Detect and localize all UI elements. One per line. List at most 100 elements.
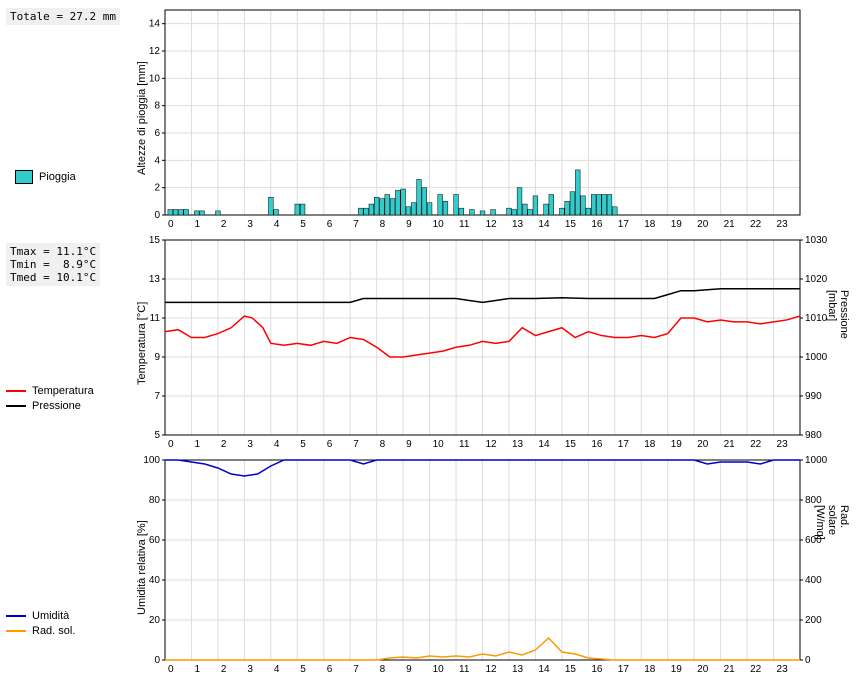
svg-text:12: 12 [486,439,498,450]
svg-text:7: 7 [353,439,359,450]
chart3-ylabel-left: Umidità relativa [%] [136,520,148,615]
svg-text:16: 16 [591,664,603,675]
svg-text:22: 22 [750,439,762,450]
svg-text:2: 2 [221,664,227,675]
svg-text:15: 15 [149,235,161,246]
svg-text:11: 11 [459,219,470,230]
svg-text:0: 0 [154,210,160,221]
svg-text:19: 19 [671,439,683,450]
svg-text:7: 7 [353,219,359,230]
svg-text:18: 18 [644,664,656,675]
svg-text:1030: 1030 [805,235,828,246]
svg-text:5: 5 [154,430,160,441]
svg-text:3: 3 [247,439,253,450]
svg-text:9: 9 [406,664,412,675]
svg-text:1: 1 [194,664,200,675]
svg-text:0: 0 [168,664,174,675]
svg-text:14: 14 [538,219,550,230]
svg-text:0: 0 [805,655,811,666]
svg-text:14: 14 [538,664,550,675]
svg-text:19: 19 [671,664,683,675]
svg-text:8: 8 [380,219,386,230]
svg-text:16: 16 [591,219,603,230]
svg-text:2: 2 [221,439,227,450]
svg-text:4: 4 [274,219,280,230]
svg-text:23: 23 [777,219,789,230]
svg-text:6: 6 [154,128,160,139]
svg-text:15: 15 [565,439,577,450]
svg-text:15: 15 [565,219,577,230]
svg-text:1010: 1010 [805,313,828,324]
svg-text:5: 5 [300,439,306,450]
svg-text:12: 12 [486,219,498,230]
svg-text:17: 17 [618,439,630,450]
svg-text:12: 12 [486,664,498,675]
svg-text:4: 4 [274,439,280,450]
svg-text:2: 2 [154,183,160,194]
svg-text:21: 21 [724,439,736,450]
svg-text:7: 7 [353,664,359,675]
svg-text:200: 200 [805,615,822,626]
svg-text:8: 8 [380,664,386,675]
svg-text:18: 18 [644,439,656,450]
svg-text:15: 15 [565,664,577,675]
chart1-ylabel: Altezze di pioggia [mm] [136,61,148,175]
svg-text:9: 9 [406,219,412,230]
svg-text:3: 3 [247,664,253,675]
svg-text:23: 23 [777,664,789,675]
svg-text:18: 18 [644,219,656,230]
svg-text:11: 11 [459,439,470,450]
svg-text:14: 14 [149,19,161,30]
charts-svg: 0123456789101112131415161718192021222302… [0,0,860,690]
svg-text:14: 14 [538,439,550,450]
svg-text:4: 4 [154,155,160,166]
svg-text:21: 21 [724,219,736,230]
svg-text:17: 17 [618,664,630,675]
svg-text:23: 23 [777,439,789,450]
svg-text:5: 5 [300,219,306,230]
svg-text:2: 2 [221,219,227,230]
svg-text:3: 3 [247,219,253,230]
svg-text:21: 21 [724,664,736,675]
svg-text:13: 13 [512,664,524,675]
svg-text:980: 980 [805,430,822,441]
svg-text:10: 10 [433,439,445,450]
svg-text:13: 13 [149,274,161,285]
svg-text:400: 400 [805,575,822,586]
svg-text:22: 22 [750,664,762,675]
svg-text:990: 990 [805,391,822,402]
svg-text:20: 20 [697,664,709,675]
svg-text:20: 20 [149,615,161,626]
chart2-ylabel-left: Temperatura [°C] [136,302,148,385]
svg-text:13: 13 [512,439,524,450]
svg-text:6: 6 [327,664,333,675]
svg-text:1: 1 [194,219,200,230]
svg-text:22: 22 [750,219,762,230]
svg-text:10: 10 [433,219,445,230]
svg-text:9: 9 [154,352,160,363]
svg-text:1000: 1000 [805,352,828,363]
svg-text:6: 6 [327,219,333,230]
svg-text:13: 13 [512,219,524,230]
svg-text:0: 0 [168,439,174,450]
svg-text:7: 7 [154,391,160,402]
svg-text:19: 19 [671,219,683,230]
svg-text:12: 12 [149,46,161,57]
svg-text:8: 8 [380,439,386,450]
svg-text:6: 6 [327,439,333,450]
svg-text:5: 5 [300,664,306,675]
svg-text:11: 11 [459,664,470,675]
svg-text:0: 0 [154,655,160,666]
svg-text:100: 100 [143,455,160,466]
svg-text:4: 4 [274,664,280,675]
svg-text:40: 40 [149,575,161,586]
svg-text:1020: 1020 [805,274,828,285]
svg-text:9: 9 [406,439,412,450]
svg-text:11: 11 [150,313,161,324]
svg-text:1000: 1000 [805,455,828,466]
svg-text:1: 1 [194,439,200,450]
svg-text:8: 8 [154,101,160,112]
svg-text:20: 20 [697,439,709,450]
svg-text:0: 0 [168,219,174,230]
svg-text:10: 10 [149,73,161,84]
